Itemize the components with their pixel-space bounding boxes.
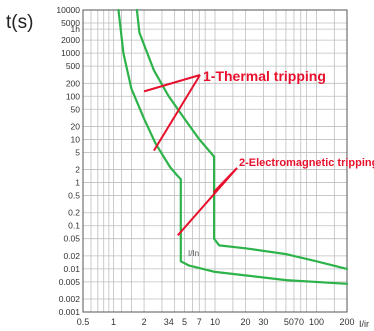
y-tick-label-6: 200 <box>66 78 80 88</box>
annotation-i-in: I/In <box>188 249 199 258</box>
y-tick-label-11: 5 <box>75 147 80 157</box>
y-tick-label-20: 0.005 <box>59 277 81 287</box>
plot-frame <box>82 9 348 313</box>
y-tick-label-17: 0.05 <box>63 234 80 244</box>
annotation-arrows <box>143 74 238 236</box>
y-tick-label-4: 1000 <box>61 48 80 58</box>
y-tick-label-7: 100 <box>66 91 80 101</box>
y-tick-label-10: 10 <box>71 134 81 144</box>
y-tick-label-2: 1h <box>71 24 81 34</box>
annotation-0-arrow-0 <box>143 74 201 93</box>
chart-grid <box>82 9 348 313</box>
x-tick-label-4: 5 <box>182 317 187 327</box>
y-tick-label-3: 2000 <box>61 35 80 45</box>
series-line-1 <box>135 8 349 270</box>
x-tick-label-9: 5070 <box>284 317 304 327</box>
y-tick-label-15: 0.2 <box>68 208 80 218</box>
y-tick-label-22: 0.001 <box>59 307 81 317</box>
y-tick-label-9: 20 <box>71 121 81 131</box>
x-tick-labels: 0.5 1 2 34 5 7 10 20 30 5070 100 200 <box>77 317 355 327</box>
y-tick-label-19: 0.01 <box>63 264 80 274</box>
annotation-thermal-tripping: 1-Thermal tripping <box>203 68 326 84</box>
y-tick-label-1: 5000 <box>61 18 80 28</box>
series-group <box>117 8 349 285</box>
x-tick-label-8: 30 <box>258 317 268 327</box>
y-tick-label-0: 10000 <box>56 5 80 15</box>
x-tick-label-5: 7 <box>197 317 202 327</box>
y-tick-label-5: 500 <box>66 61 80 71</box>
annotation-0-arrow-1 <box>153 74 201 152</box>
y-tick-label-18: 0.02 <box>63 251 80 261</box>
y-tick-label-8: 50 <box>71 104 81 114</box>
y-axis-label: t(s) <box>6 12 33 33</box>
x-tick-label-10: 100 <box>309 317 324 327</box>
annotation-electromagnetic-tripping: 2-Electromagnetic tripping <box>239 157 374 169</box>
x-tick-label-1: 1 <box>111 317 116 327</box>
series-line-0 <box>117 8 349 285</box>
y-tick-label-12: 2 <box>75 165 80 175</box>
x-axis-label: I/ir <box>359 319 369 329</box>
x-tick-label-7: 20 <box>241 317 251 327</box>
x-tick-label-6: 10 <box>210 317 220 327</box>
y-tick-label-13: 1 <box>75 178 80 188</box>
annotation-1-arrow-1 <box>212 167 238 193</box>
y-tick-label-16: 0.1 <box>68 221 80 231</box>
x-tick-label-2: 2 <box>142 317 147 327</box>
x-tick-label-0: 0.5 <box>77 317 90 327</box>
x-tick-label-3: 34 <box>164 317 174 327</box>
x-tick-label-11: 200 <box>339 317 354 327</box>
y-tick-label-21: 0.002 <box>59 294 81 304</box>
y-tick-label-14: 0.5 <box>68 191 80 201</box>
